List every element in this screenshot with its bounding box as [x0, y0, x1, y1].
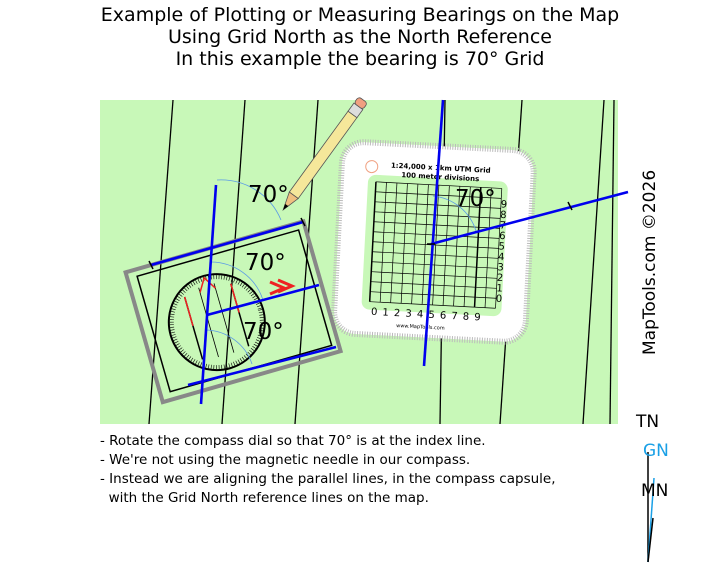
- overlay-x-scale-label: 0: [371, 307, 378, 318]
- overlay-x-scale-label: 4: [417, 309, 424, 320]
- overlay-y-scale-label: 2: [497, 273, 504, 284]
- gn-label: GN: [643, 441, 669, 461]
- overlay-x-scale-label: 9: [474, 312, 481, 323]
- overlay-grid-line: [370, 291, 497, 299]
- note-4: with the Grid North reference lines on t…: [100, 490, 429, 506]
- overlay-y-scale-label: 9: [500, 199, 507, 210]
- tick-marks: [148, 201, 573, 270]
- bearing-lines: [150, 99, 629, 405]
- overlay-y-scale-label: 6: [499, 231, 506, 242]
- overlay-x-scale-label: 6: [440, 310, 447, 321]
- pencil-icon: [282, 97, 367, 211]
- note-1: - Rotate the compass dial so that 70° is…: [100, 433, 486, 449]
- overlay-website: www.MapTools.com: [396, 323, 445, 332]
- overlay-hole: [365, 160, 379, 174]
- overlay-y-scale-label: 4: [498, 252, 505, 263]
- copyright: MapTools.com ©2026: [640, 169, 660, 355]
- overlay-grid-line: [370, 281, 497, 289]
- overlay-x-scale-label: 7: [451, 311, 458, 322]
- title-line-1: Example of Plotting or Measuring Bearing…: [100, 4, 620, 26]
- overlay-x-scale-label: 8: [463, 312, 470, 323]
- angle-label-2: 70°: [245, 250, 286, 276]
- overlay-y-scale-label: 3: [497, 262, 504, 273]
- title-line-2: Using Grid North as the North Reference: [168, 26, 552, 48]
- overlay-x-scale-label: 5: [428, 310, 435, 321]
- overlay-y-scale-label: 8: [500, 210, 507, 221]
- compass-dial[interactable]: [157, 263, 276, 382]
- angle-arcs: [204, 179, 477, 365]
- note-3: - Instead we are aligning the parallel l…: [100, 471, 556, 487]
- angle-label-1: 70°: [248, 182, 289, 208]
- overlay-grid-line: [484, 187, 492, 308]
- overlay-x-scale-label: 3: [405, 309, 412, 320]
- angle-label-4: 70°: [455, 186, 496, 212]
- notes: - Rotate the compass dial so that 70° is…: [100, 432, 556, 508]
- north-arrows: [647, 452, 655, 563]
- overlay-y-scale-label: 0: [496, 294, 503, 305]
- note-2: - We're not using the magnetic needle in…: [100, 452, 471, 468]
- overlay-y-scale-label: 1: [496, 283, 503, 294]
- magnetic-north-line: [647, 517, 654, 563]
- mn-label: MN: [641, 481, 669, 501]
- page-title: Example of Plotting or Measuring Bearing…: [0, 4, 720, 70]
- direction-of-travel-arrow: [269, 278, 296, 296]
- angle-label-3: 70°: [243, 319, 284, 345]
- overlay-x-scale-label: 2: [394, 308, 401, 319]
- overlay-grid-line: [369, 301, 496, 309]
- overlay-grid-line: [495, 188, 503, 309]
- tn-label: TN: [636, 412, 660, 432]
- overlay-x-scale-label: 1: [382, 307, 389, 318]
- overlay-y-scale-label: 5: [498, 241, 505, 252]
- title-line-3: In this example the bearing is 70° Grid: [175, 48, 545, 70]
